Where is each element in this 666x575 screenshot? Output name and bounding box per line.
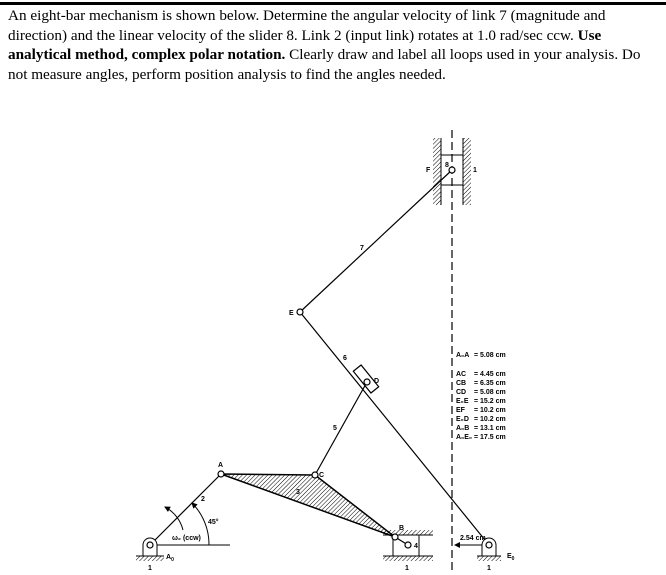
offset-label: 2.54 cm	[460, 535, 486, 542]
dim-label: E₀E	[456, 398, 469, 405]
label-link-4: 4	[414, 543, 418, 550]
angle-label: 45°	[208, 518, 219, 526]
dim-value: = 4.45 cm	[474, 371, 506, 378]
dim-label: A₀E₀	[456, 434, 472, 441]
label-link-8: 8	[445, 162, 449, 169]
dim-value: = 17.5 cm	[474, 434, 506, 441]
joint-b	[391, 533, 399, 541]
link-5	[314, 381, 368, 476]
joint-e	[296, 308, 304, 316]
label-link-7: 7	[360, 245, 364, 252]
link-6	[299, 311, 490, 546]
label-ground-b: 1	[405, 565, 409, 572]
dim-value: = 5.08 cm	[474, 352, 506, 359]
dimensions-table: A₀A = 5.08 cm AC = 4.45 cm CB = 6.35 cm …	[456, 352, 506, 441]
dim-label: E₀D	[456, 416, 469, 423]
problem-statement: An eight-bar mechanism is shown below. D…	[8, 6, 658, 84]
label-b: B	[399, 525, 404, 532]
link-2	[149, 473, 222, 546]
link-3-triangle	[220, 473, 396, 538]
dim-value: = 13.1 cm	[474, 425, 506, 432]
label-e0: E0	[507, 553, 515, 562]
joint-a	[217, 470, 225, 478]
omega-arrow-icon	[164, 506, 184, 531]
label-ground-f: 1	[473, 167, 477, 174]
dim-label: EF	[456, 407, 466, 414]
dim-label: CB	[456, 380, 466, 387]
problem-text: An eight-bar mechanism is shown below. D…	[8, 7, 606, 44]
problem-text-2: Clearly draw and label all loops used in…	[8, 46, 641, 83]
joint-f	[448, 166, 456, 174]
dim-value: = 5.08 cm	[474, 389, 506, 396]
dim-value: = 6.35 cm	[474, 380, 506, 387]
label-link-3: 3	[296, 489, 300, 496]
joint-a0	[146, 541, 154, 549]
label-link-6: 6	[343, 355, 347, 362]
dim-label: CD	[456, 389, 466, 396]
dim-label: A₀A	[456, 352, 469, 359]
label-a0: A0	[166, 554, 174, 563]
joint-d	[363, 378, 371, 386]
label-a: A	[218, 462, 223, 469]
label-d: D	[374, 378, 379, 385]
problem-bold-instruction: Use analytical method, complex polar not…	[8, 26, 602, 64]
label-ground-e0: 1	[487, 565, 491, 572]
dim-label: A₀B	[456, 425, 469, 432]
joint-c	[311, 471, 319, 479]
dim-value: = 10.2 cm	[474, 407, 506, 414]
label-c: C	[319, 472, 324, 479]
header-rule	[0, 2, 666, 5]
joint-4	[404, 541, 412, 549]
label-e: E	[289, 310, 294, 317]
dim-value: = 15.2 cm	[474, 398, 506, 405]
label-f: F	[426, 167, 431, 174]
omega-label: ω₂ (ccw)	[172, 535, 201, 542]
ground-b	[383, 530, 433, 561]
dim-label: AC	[456, 371, 466, 378]
angle-arc	[191, 502, 210, 546]
label-link-5: 5	[333, 425, 337, 432]
label-ground-a0: 1	[148, 565, 152, 572]
link-7	[299, 169, 453, 313]
joint-e0	[485, 541, 493, 549]
dim-value: = 10.2 cm	[474, 416, 506, 423]
slider-8-guide	[433, 138, 471, 205]
label-link-2: 2	[201, 496, 205, 503]
